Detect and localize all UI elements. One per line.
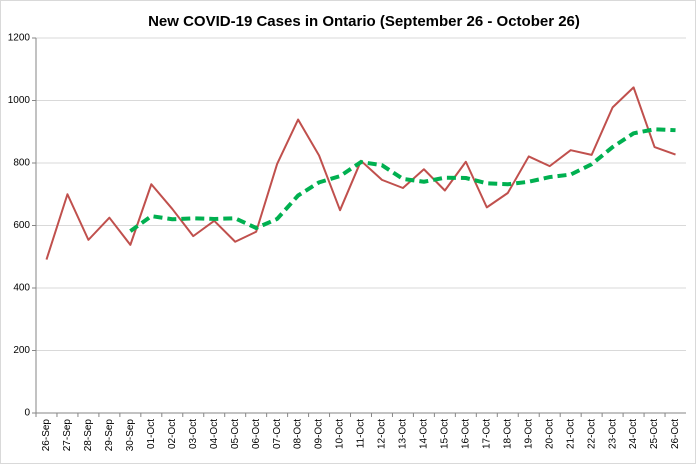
x-tick-label: 29-Sep	[104, 419, 115, 452]
x-tick-label: 13-Oct	[398, 419, 409, 449]
chart-title: New COVID-19 Cases in Ontario (September…	[148, 13, 580, 30]
y-tick-label: 1000	[8, 95, 31, 106]
x-tick-label: 19-Oct	[523, 419, 534, 449]
x-tick-label: 21-Oct	[565, 419, 576, 449]
x-tick-label: 17-Oct	[481, 419, 492, 449]
y-tick-label: 800	[13, 158, 30, 169]
x-tick-label: 03-Oct	[188, 419, 199, 449]
y-tick-label: 0	[24, 408, 30, 419]
x-tick-label: 15-Oct	[440, 419, 451, 449]
x-tick-label: 27-Sep	[62, 419, 73, 452]
x-tick-label: 05-Oct	[230, 419, 241, 449]
series-line	[129, 127, 676, 233]
y-tick-label: 200	[13, 345, 30, 356]
x-tick-label: 12-Oct	[377, 419, 388, 449]
x-tick-label: 20-Oct	[544, 419, 555, 449]
x-tick-label: 10-Oct	[335, 419, 346, 449]
x-tick-label: 07-Oct	[272, 419, 283, 449]
x-tick-label: 26-Oct	[670, 419, 681, 449]
y-tick-label: 1200	[8, 33, 31, 44]
x-tick-label: 06-Oct	[251, 419, 262, 449]
x-tick-label: 02-Oct	[167, 419, 178, 449]
x-tick-label: 25-Oct	[649, 419, 660, 449]
x-tick-label: 28-Sep	[83, 419, 94, 452]
x-tick-label: 30-Sep	[125, 419, 136, 452]
x-tick-label: 23-Oct	[607, 419, 618, 449]
x-tick-label: 24-Oct	[628, 419, 639, 449]
x-tick-label: 04-Oct	[209, 419, 220, 449]
y-tick-label: 400	[13, 283, 30, 294]
x-tick-label: 08-Oct	[293, 419, 304, 449]
x-tick-label: 14-Oct	[419, 419, 430, 449]
x-tick-label: 09-Oct	[314, 419, 325, 449]
x-tick-label: 18-Oct	[502, 419, 513, 449]
x-tick-label: 22-Oct	[586, 419, 597, 449]
x-tick-label: 26-Sep	[41, 419, 52, 452]
x-tick-label: 01-Oct	[146, 419, 157, 449]
x-tick-label: 11-Oct	[356, 419, 367, 448]
x-tick-label: 16-Oct	[460, 419, 471, 449]
y-tick-label: 600	[13, 220, 30, 231]
